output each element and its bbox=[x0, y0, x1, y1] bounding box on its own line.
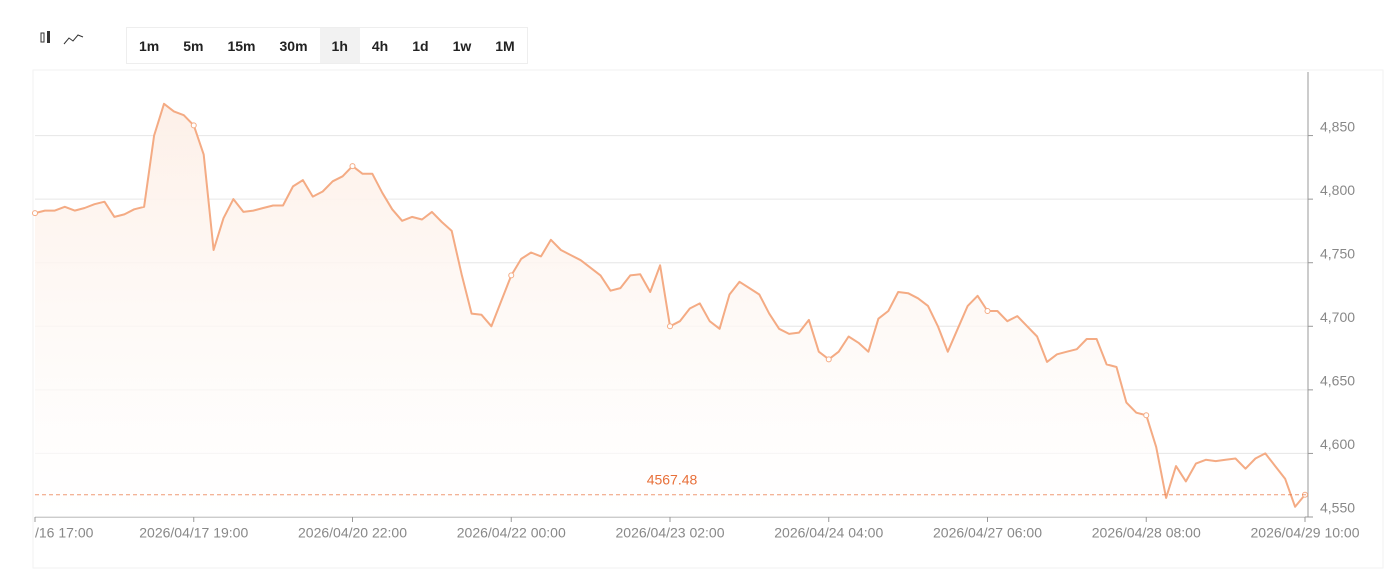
interval-button[interactable]: 1d bbox=[400, 28, 441, 63]
interval-button[interactable]: 1m bbox=[127, 28, 172, 63]
y-tick-label: 4,850 bbox=[1320, 118, 1355, 134]
point-marker bbox=[32, 210, 38, 217]
x-tick-label: 2026/04/20 22:00 bbox=[298, 525, 407, 541]
interval-button[interactable]: 1w bbox=[440, 28, 484, 63]
interval-button[interactable]: 4h bbox=[359, 28, 401, 63]
line-icon[interactable] bbox=[63, 34, 84, 45]
y-tick-label: 4,700 bbox=[1320, 309, 1355, 325]
point-marker bbox=[190, 122, 197, 129]
y-tick-label: 4,550 bbox=[1320, 500, 1355, 516]
interval-toolbar: 1m 5m 15m 30m 1h 4h 1d 1w 1M bbox=[126, 27, 528, 64]
candle-icon[interactable] bbox=[47, 31, 50, 43]
x-tick-label: 2026/04/23 02:00 bbox=[616, 525, 725, 541]
area bbox=[35, 103, 1305, 518]
y-tick-label: 4,600 bbox=[1320, 436, 1355, 452]
last-price-label: 4567.48 bbox=[647, 471, 698, 487]
point-marker bbox=[667, 323, 673, 330]
x-tick-label: 2026/04/27 06:00 bbox=[933, 525, 1042, 541]
price-line bbox=[34, 102, 1306, 508]
chart-type-icons[interactable] bbox=[34, 24, 94, 54]
interval-button[interactable]: 15m bbox=[215, 28, 268, 63]
x-tick-label: 2026/04/22 00:00 bbox=[457, 525, 566, 541]
y-tick-label: 4,650 bbox=[1320, 373, 1355, 389]
point-marker bbox=[508, 272, 515, 279]
interval-button[interactable]: 1M bbox=[483, 28, 527, 63]
point-marker bbox=[1143, 412, 1150, 419]
x-tick-label: /16 17:00 bbox=[35, 525, 94, 541]
point-marker bbox=[1302, 491, 1308, 498]
interval-button[interactable]: 5m bbox=[171, 28, 216, 63]
point-marker bbox=[349, 163, 356, 170]
y-tick-label: 4,750 bbox=[1320, 245, 1355, 261]
chart-frame bbox=[32, 69, 1384, 569]
interval-button[interactable]: 1h bbox=[319, 28, 360, 63]
x-tick-label: 2026/04/29 10:00 bbox=[1251, 525, 1360, 541]
x-tick-label: 2026/04/24 04:00 bbox=[774, 525, 883, 541]
x-tick-label: 2026/04/28 08:00 bbox=[1092, 525, 1201, 541]
x-tick-label: 2026/04/17 19:00 bbox=[139, 525, 248, 541]
point-marker bbox=[984, 308, 991, 315]
interval-button[interactable]: 30m bbox=[267, 28, 320, 63]
candle-icon[interactable] bbox=[40, 32, 45, 43]
point-marker bbox=[825, 356, 832, 363]
y-tick-label: 4,800 bbox=[1320, 182, 1355, 198]
